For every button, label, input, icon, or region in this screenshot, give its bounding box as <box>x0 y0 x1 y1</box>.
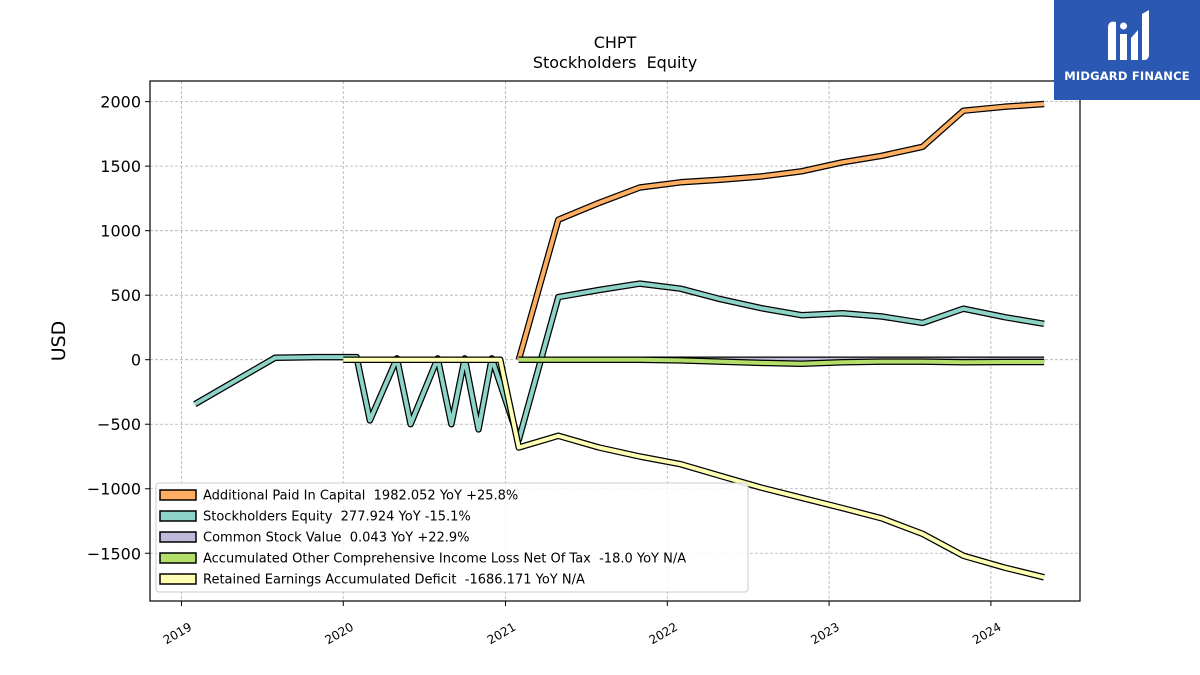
brand-logo: MIDGARD FINANCE <box>1054 0 1200 100</box>
plot-frame <box>149 80 1081 602</box>
y-axis-label: USD <box>48 321 70 362</box>
y-tick-label: −1500 <box>87 544 141 563</box>
legend-swatch <box>159 489 197 501</box>
legend-entry: Stockholders Equity 277.924 YoY -15.1% <box>203 510 471 525</box>
series-line <box>193 281 1045 442</box>
y-tick-label: 500 <box>110 286 141 305</box>
series-line-outline <box>515 100 1045 361</box>
x-axis: 2019 2020 2021 2022 2023 2024 <box>161 601 1004 647</box>
x-tick-label: 2019 <box>161 620 194 647</box>
brand-mark-icon <box>1108 10 1149 61</box>
legend: Additional Paid In Capital 1982.052 YoY … <box>155 482 749 593</box>
legend-swatch <box>159 531 197 543</box>
x-tick-label: 2022 <box>647 620 680 647</box>
legend-entry: Accumulated Other Comprehensive Income L… <box>203 552 686 567</box>
legend-swatch <box>159 573 197 585</box>
chart-subtitle: Stockholders Equity <box>533 53 697 72</box>
x-tick-label: 2020 <box>323 620 356 647</box>
series-line <box>343 357 1045 580</box>
legend-entry: Additional Paid In Capital 1982.052 YoY … <box>203 489 518 504</box>
x-tick-label: 2021 <box>485 620 518 647</box>
chart-title: CHPT <box>594 33 637 52</box>
y-axis: 2000 1500 1000 500 0 −500 −1000 −1500 <box>87 93 150 563</box>
legend-box <box>155 482 749 593</box>
y-tick-label: −500 <box>97 415 141 434</box>
y-tick-label: 1500 <box>100 157 141 176</box>
legend-entry: Retained Earnings Accumulated Deficit -1… <box>203 573 585 588</box>
series-line <box>516 102 1045 361</box>
x-tick-label: 2024 <box>970 620 1003 647</box>
legend-entry: Common Stock Value 0.043 YoY +22.9% <box>203 531 470 546</box>
legend-swatch <box>159 510 197 522</box>
y-tick-label: 0 <box>131 351 141 370</box>
brand-name: MIDGARD FINANCE <box>1064 69 1190 83</box>
legend-swatch <box>159 552 197 564</box>
series-line <box>518 357 1045 366</box>
x-tick-label: 2023 <box>808 620 841 647</box>
y-tick-label: −1000 <box>87 480 141 499</box>
y-tick-label: 2000 <box>100 93 141 112</box>
y-tick-label: 1000 <box>100 222 141 241</box>
series-layer <box>193 100 1045 581</box>
